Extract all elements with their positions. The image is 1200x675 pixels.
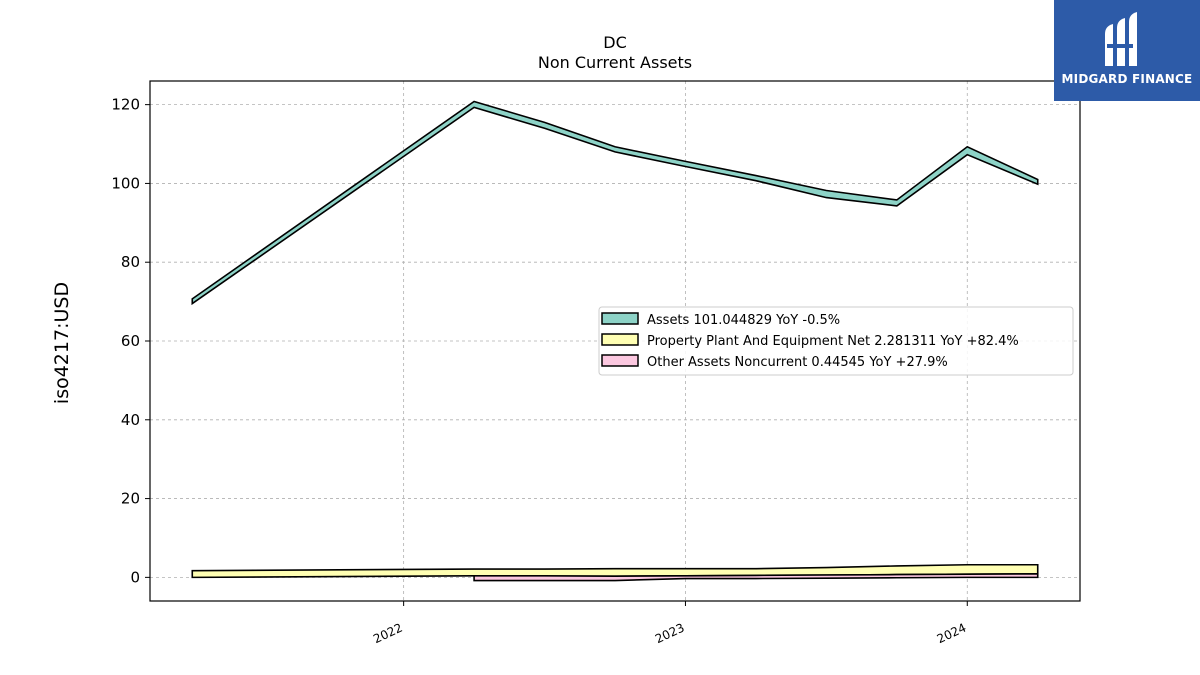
x-tick-label: 2023 (653, 621, 687, 647)
midgard-logo-icon (1105, 12, 1137, 66)
y-axis-ticks: 0 20 40 60 80 100 120 (111, 96, 150, 586)
midgard-finance-logo: MIDGARD FINANCE (1054, 0, 1200, 101)
legend-label-assets: Assets 101.044829 YoY -0.5% (647, 313, 840, 328)
logo-text: MIDGARD FINANCE (1061, 72, 1193, 86)
x-axis-ticks: 2022 2023 2024 (371, 601, 968, 646)
y-tick-label: 20 (121, 490, 140, 508)
legend-swatch-other-assets (601, 354, 639, 367)
y-tick-label: 60 (121, 332, 140, 350)
legend-label-other-assets: Other Assets Noncurrent 0.44545 YoY +27.… (647, 355, 948, 370)
legend-label-ppe: Property Plant And Equipment Net 2.28131… (647, 334, 1019, 349)
legend-swatch-assets (601, 312, 639, 325)
chart-title: DC (603, 33, 627, 52)
y-tick-label: 100 (111, 174, 140, 192)
x-tick-label: 2024 (935, 621, 969, 647)
legend-swatch-ppe (601, 333, 639, 346)
series-band-0 (191, 100, 1039, 306)
series-layer (191, 100, 1039, 582)
y-tick-label: 0 (130, 568, 140, 586)
x-tick-label: 2022 (371, 621, 405, 647)
legend-box (598, 306, 1074, 376)
y-tick-label: 120 (111, 96, 140, 114)
series-band-2 (473, 573, 1039, 582)
y-axis-label: iso4217:USD (51, 282, 73, 404)
legend: Assets 101.044829 YoY -0.5% Property Pla… (598, 306, 1074, 376)
y-tick-label: 80 (121, 253, 140, 271)
y-tick-label: 40 (121, 411, 140, 429)
chart-subtitle: Non Current Assets (538, 53, 692, 72)
